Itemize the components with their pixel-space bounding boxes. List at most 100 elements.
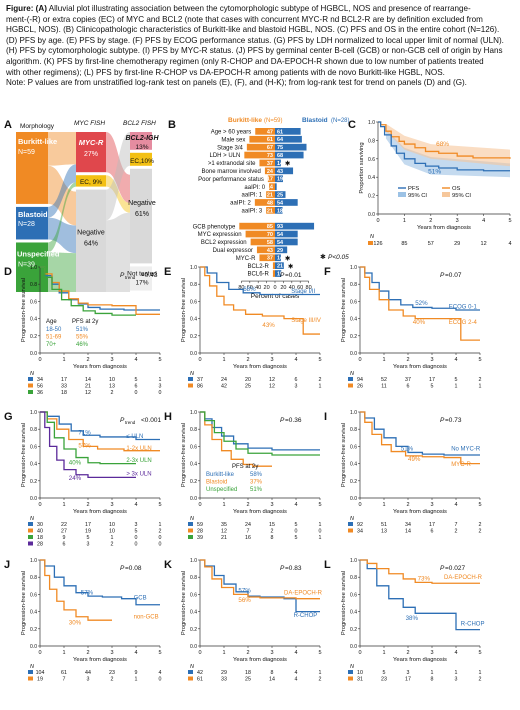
b-bar-burkitt-6 (267, 175, 275, 183)
panel-g-ytick-label-5: 1.0 (30, 410, 37, 416)
c-pct-pfs: 51% (428, 169, 441, 176)
b-val-burkitt-9: 48 (267, 200, 273, 206)
panel-f-risk-0-4: 5 (455, 377, 458, 383)
b-row-label-3: LDH > ULN (209, 153, 240, 159)
c-risk-2: 57 (428, 241, 434, 247)
label-nottested-pct: 17% (135, 279, 148, 286)
panel-j-risk-0-5: 4 (159, 670, 162, 676)
b-row-label-7: aaIPI: 0 (244, 185, 265, 191)
panel-e-ytick-label-0: 0.0 (190, 351, 197, 357)
panel-e-ytick-label-1: 0.2 (190, 334, 197, 340)
panel-e-curve-1 (200, 266, 320, 335)
label-myc-neg-pct: 64% (84, 241, 98, 248)
b-val-blastoid-14: 54 (277, 240, 284, 246)
caption-line-2: ment-(-R) or extra copies (EC) of MYC an… (6, 14, 483, 24)
c-legend-os-ci-swatch (442, 192, 450, 197)
panel-f-risk-swatch-0 (348, 377, 353, 381)
b-val-burkitt-5: 24 (267, 169, 274, 175)
panel-e-ytick-label-5: 1.0 (190, 265, 197, 271)
panel-i-curve-1 (360, 411, 480, 465)
b-bar-blastoid-15 (275, 246, 288, 254)
caption-line-7: with other regimens); (L) PFS by first-l… (6, 67, 445, 77)
panel-f-letter: F (324, 266, 331, 278)
panel-d-xtick-label-4: 4 (134, 357, 137, 363)
label-burkitt-n: N=59 (18, 149, 35, 156)
panel-d-legend-pct-0: 51% (76, 327, 89, 333)
panel-g-risk-0-4: 3 (135, 522, 138, 528)
panel-f-risk-0-2: 37 (405, 377, 411, 383)
panel-g-risk-1-0: 40 (37, 529, 43, 535)
b-bar-burkitt-0 (255, 128, 275, 135)
panel-k-xtick-label-0: 0 (198, 650, 201, 656)
b-bar-burkitt-8 (266, 191, 275, 198)
b-val-burkitt-4: 37 (267, 161, 273, 167)
label-bcl2igh: BCL2-IGH (125, 135, 159, 142)
panel-l-risk-1-5: 2 (479, 677, 482, 683)
bcl2-neg-block (130, 168, 152, 264)
panel-g-risk-2-3: 1 (111, 535, 114, 541)
panel-d-ytick-label-3: 0.6 (30, 299, 37, 305)
panel-h-risk-1-4: 0 (295, 529, 298, 535)
panel-i-risk-0-1: 51 (381, 522, 387, 528)
c-legend-pfs: PFS (408, 186, 419, 192)
panel-h-risk-0-4: 5 (295, 522, 298, 528)
panel-d-risk-2-2: 12 (85, 390, 91, 396)
b-bar-blastoid-3 (275, 151, 304, 159)
c-ylabel: Proportion surviving (359, 142, 365, 193)
panel-f-xtick-label-2: 2 (406, 357, 409, 363)
panel-i-risk-swatch-1 (348, 528, 353, 533)
b-bar-blastoid-17 (275, 262, 284, 269)
b-val-blastoid-15: 29 (277, 248, 283, 254)
panel-h-legend-name-1: Blastoid (206, 480, 227, 486)
panel-l-group-0: R-CHOP (461, 621, 485, 627)
panel-d-risk-2-4: 0 (135, 390, 138, 396)
panel-h-risk-0-2: 24 (245, 522, 251, 528)
panel-f-ytick-label-1: 0.2 (350, 334, 357, 340)
label-burkitt: Burkitt-like (18, 137, 57, 146)
panel-d-risk-0-0: 34 (37, 377, 43, 383)
panel-e-group-1: Stage III/IV (291, 318, 321, 324)
panel-j-xtick-label-5: 5 (158, 650, 161, 656)
label-bcl2-ec: EC,10% (130, 158, 154, 165)
panel-h-ytick-label-5: 1.0 (190, 410, 197, 416)
panel-k-risk-1-0: 61 (197, 677, 203, 683)
panel-l-xlabel: Years from diagnosis (393, 657, 447, 663)
panel-j-letter: J (4, 559, 10, 571)
panel-i-ytick-label-5: 1.0 (350, 410, 357, 416)
figure-caption: Figure: (A) Alluvial plot illustrating a… (6, 4, 516, 89)
panel-f-risk-0-5: 2 (479, 377, 482, 383)
caption-line-1-text: Alluvial plot illustrating association b… (48, 4, 471, 13)
panel-j-risk-0-4: 9 (135, 670, 138, 676)
panel-d-risk-1-1: 33 (61, 384, 67, 390)
panel-k-risk-1-2: 25 (245, 677, 251, 683)
panel-g-ytick-label-2: 0.4 (30, 462, 37, 468)
panel-g-risk-1-4: 5 (135, 529, 138, 535)
panel-f-risk-1-4: 1 (455, 384, 458, 390)
b-bar-blastoid-0 (275, 128, 301, 135)
panel-e-curve-0 (200, 266, 320, 296)
panel-d-letter: D (4, 266, 12, 278)
panel-i-ytick-label-0: 0.0 (350, 496, 357, 502)
c-xtick-label-1: 1 (403, 218, 406, 224)
panel-j-risk-0-1: 61 (61, 670, 67, 676)
panel-d-p-value: =0.43 (141, 272, 158, 279)
panel-h-risk-0-0: 59 (197, 522, 203, 528)
panel-k-ytick-label-5: 1.0 (190, 558, 197, 564)
panel-i-risk-0-5: 2 (479, 522, 482, 528)
panel-e-risk-0-3: 12 (269, 377, 275, 383)
panel-f-risk-1-5: 1 (479, 384, 482, 390)
panel-i-group-0: No MYC-R (451, 447, 481, 453)
b-val-blastoid-0: 61 (277, 129, 283, 135)
panel-h-legend-title2: PFS at 2y (232, 464, 258, 470)
b-tick-label-7: 60 (297, 285, 303, 291)
panel-j-risk-0-2: 44 (85, 670, 91, 676)
panel-l-letter: L (324, 559, 331, 571)
panel-l-pct-0: 38% (406, 615, 419, 622)
panel-a-morph-title: Morphology (20, 123, 55, 130)
b-row-label-1: Male sex (221, 137, 245, 143)
panel-d-risk-2-1: 18 (61, 390, 67, 396)
panel-h-ytick-label-1: 0.2 (190, 479, 197, 485)
panel-f-group-0: ECOG 0-1 (449, 304, 478, 310)
panel-j-xtick-label-1: 1 (62, 650, 65, 656)
panel-h-risk-0-5: 1 (319, 522, 322, 528)
